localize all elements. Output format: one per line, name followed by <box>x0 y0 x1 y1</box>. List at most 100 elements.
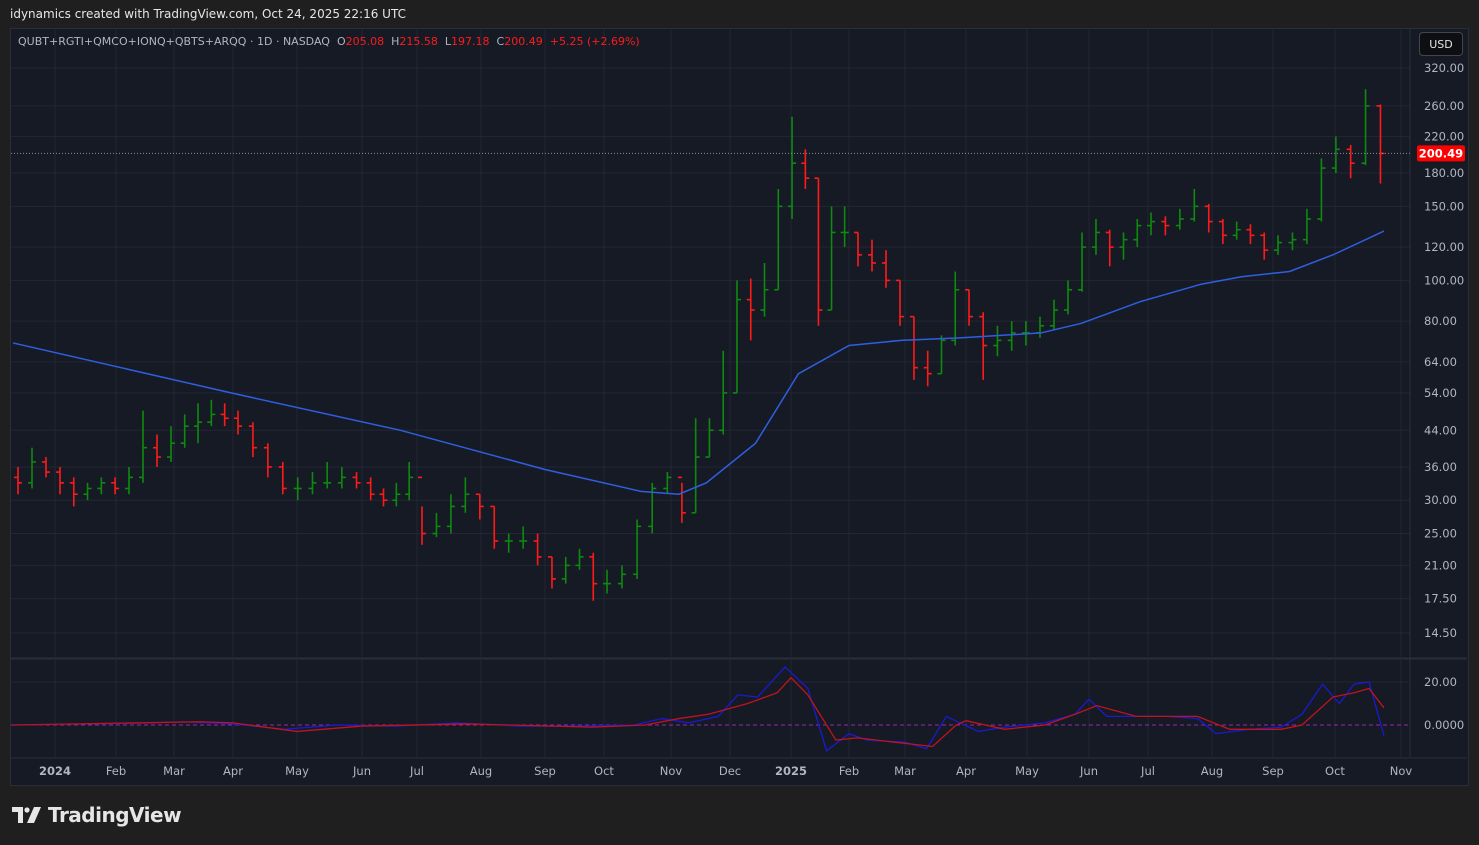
ohlc-bar <box>14 466 22 495</box>
ohlc-bar <box>774 188 783 291</box>
time-tick-label[interactable]: Jul <box>1140 764 1155 778</box>
change-percent: (+2.69%) <box>586 35 640 48</box>
price-tick-label[interactable]: 30.00 <box>1424 493 1457 507</box>
time-tick-label[interactable]: May <box>285 764 309 778</box>
ohlc-bar <box>1218 218 1227 245</box>
ohlc-bar <box>788 116 797 219</box>
time-tick-label[interactable]: 2024 <box>39 764 71 778</box>
time-tick-label[interactable]: Jun <box>1079 764 1098 778</box>
ohlc-bar <box>308 472 317 495</box>
time-tick-label[interactable]: Mar <box>894 764 916 778</box>
price-tick-label[interactable]: 44.00 <box>1424 423 1457 437</box>
time-tick-label[interactable]: Sep <box>1262 764 1284 778</box>
time-tick-label[interactable]: Feb <box>106 764 126 778</box>
last-price-badge <box>1417 145 1465 162</box>
ohlc-bar <box>840 206 849 248</box>
ohlc-bar <box>379 488 388 507</box>
time-tick-label[interactable]: Nov <box>660 764 683 778</box>
ohlc-bar <box>909 315 918 380</box>
ohlc-bar <box>965 288 974 326</box>
high-value: 215.58 <box>399 35 438 48</box>
ohlc-bar <box>263 443 272 478</box>
ohlc-bar <box>167 426 175 462</box>
ohlc-bar <box>475 493 484 520</box>
last-price-label: 200.49 <box>1419 146 1463 160</box>
price-tick-label[interactable]: 80.00 <box>1424 314 1457 328</box>
price-tick-label[interactable]: 25.00 <box>1424 527 1457 541</box>
price-tick-label[interactable]: 180.00 <box>1424 166 1464 180</box>
ohlc-bar <box>951 271 960 346</box>
ohlc-bar <box>868 239 876 272</box>
tradingview-logo[interactable]: TradingView <box>12 803 182 827</box>
time-tick-label[interactable]: Apr <box>223 764 243 778</box>
ohlc-bar <box>69 477 78 507</box>
ohlc-bar <box>1147 212 1156 236</box>
ohlc-bar <box>1376 104 1385 184</box>
change-value: +5.25 <box>549 35 584 48</box>
time-tick-label[interactable]: Oct <box>1325 764 1345 778</box>
open-value: 205.08 <box>345 35 385 48</box>
time-tick-label[interactable]: 2025 <box>775 764 807 778</box>
time-tick-label[interactable]: Aug <box>470 764 492 778</box>
ohlc-bar <box>1133 218 1142 248</box>
time-tick-label[interactable]: Feb <box>839 764 859 778</box>
attribution-text: idynamics created with TradingView.com, … <box>10 7 406 21</box>
ohlc-bar <box>194 403 203 444</box>
ohlc-bar <box>432 512 441 538</box>
price-tick-label[interactable]: 150.00 <box>1424 199 1464 213</box>
price-tick-label[interactable]: 320.00 <box>1424 61 1464 75</box>
ohlc-bar <box>153 434 161 467</box>
price-tick-label[interactable]: 54.00 <box>1424 386 1457 400</box>
price-tick-label[interactable]: 220.00 <box>1424 129 1464 143</box>
time-tick-label[interactable]: Dec <box>719 764 741 778</box>
ohlc-bar <box>1161 216 1170 236</box>
brand-name: TradingView <box>48 803 182 827</box>
time-tick-label[interactable]: Apr <box>956 764 976 778</box>
time-tick-label[interactable]: Jun <box>352 764 371 778</box>
ohlc-bar <box>42 457 50 478</box>
interval[interactable]: 1D <box>256 35 273 48</box>
currency-button[interactable]: USD <box>1419 32 1463 56</box>
price-tick-label[interactable]: 120.00 <box>1424 240 1464 254</box>
ohlc-bar <box>746 278 755 341</box>
ohlc-bar <box>677 476 686 523</box>
time-tick-label[interactable]: May <box>1015 764 1039 778</box>
ohlc-bar <box>83 482 92 501</box>
price-tick-label[interactable]: 21.00 <box>1424 558 1457 572</box>
ohlc-bar <box>1105 229 1114 267</box>
ohlc-bar <box>366 477 375 501</box>
oscillator-osc_slow-line <box>12 676 1385 748</box>
time-tick-label[interactable]: Aug <box>1201 764 1223 778</box>
ohlc-bar <box>663 472 672 495</box>
price-tick-label[interactable]: 64.00 <box>1424 355 1457 369</box>
time-tick-label[interactable]: Nov <box>1390 764 1413 778</box>
oscillator-osc_fast-line <box>12 666 1385 752</box>
ohlc-bar <box>1190 188 1199 222</box>
price-tick-label[interactable]: 100.00 <box>1424 273 1464 287</box>
ohlc-bar <box>278 461 287 495</box>
ohlc-bar <box>1050 299 1058 331</box>
ohlc-bar <box>504 533 513 553</box>
ohlc-bar <box>923 350 932 387</box>
price-tick-label[interactable]: 17.50 <box>1424 592 1457 606</box>
ohlc-bar <box>979 312 988 380</box>
time-tick-label[interactable]: Oct <box>594 764 614 778</box>
symbol-name[interactable]: QUBT+RGTI+QMCO+IONQ+QBTS+ARQQ <box>18 35 247 48</box>
ohlc-bar <box>1078 232 1086 292</box>
chart-frame[interactable] <box>10 28 1469 786</box>
time-tick-label[interactable]: Mar <box>163 764 185 778</box>
ohlc-bar <box>1361 89 1370 166</box>
ohlc-bar <box>882 250 890 288</box>
exchange: NASDAQ <box>282 35 330 48</box>
ohlc-bar <box>1260 232 1269 260</box>
close-label: C <box>496 35 505 48</box>
time-tick-label[interactable]: Jul <box>409 764 424 778</box>
ohlc-bar <box>519 526 528 549</box>
price-tick-label[interactable]: 14.50 <box>1424 626 1457 640</box>
ohlc-bar <box>575 548 584 570</box>
price-tick-label[interactable]: 260.00 <box>1424 99 1464 113</box>
price-tick-label[interactable]: 36.00 <box>1424 460 1457 474</box>
ohlc-bar <box>705 418 714 458</box>
time-tick-label[interactable]: Sep <box>534 764 556 778</box>
